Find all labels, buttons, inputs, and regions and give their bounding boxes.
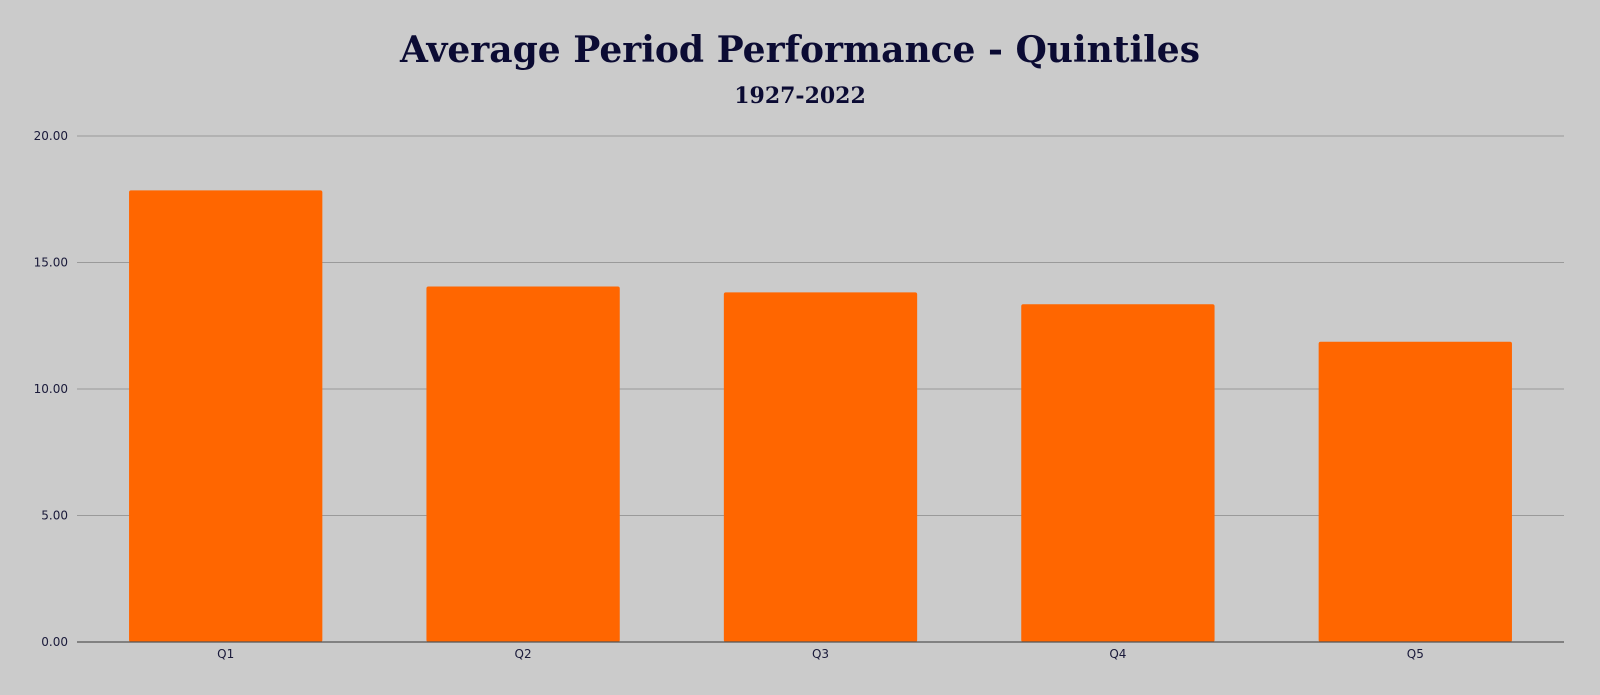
x-tick-label: Q2 <box>515 647 532 661</box>
bar-q4 <box>1021 304 1215 642</box>
x-tick-label: Q5 <box>1407 647 1424 661</box>
x-tick-label: Q1 <box>217 647 234 661</box>
y-tick-label: 10.00 <box>34 382 68 396</box>
x-tick-label: Q4 <box>1109 647 1126 661</box>
bar-q5 <box>1318 341 1512 642</box>
y-tick-label: 0.00 <box>41 635 68 649</box>
y-tick-label: 20.00 <box>34 129 68 143</box>
bar-q2 <box>426 286 620 642</box>
bar-q1 <box>129 190 323 642</box>
bar-q3 <box>723 292 918 642</box>
chart-subtitle: 1927-2022 <box>734 83 866 109</box>
x-tick-label: Q3 <box>812 647 829 661</box>
bars <box>129 190 1512 642</box>
y-axis: 0.00 5.00 10.00 15.00 20.00 <box>34 129 68 649</box>
x-axis: Q1 Q2 Q3 Q4 Q5 <box>77 641 1564 661</box>
y-tick-label: 5.00 <box>41 509 68 523</box>
chart-title: Average Period Performance - Quintiles <box>399 29 1200 71</box>
y-tick-label: 15.00 <box>34 256 68 270</box>
